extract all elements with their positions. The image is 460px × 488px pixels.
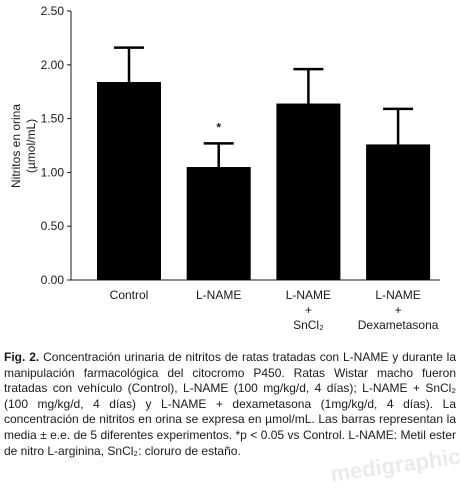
y-tick-label: 0.50 bbox=[41, 219, 65, 233]
y-tick-label: 1.00 bbox=[41, 165, 65, 179]
y-tick-label: 2.50 bbox=[41, 4, 65, 18]
x-category-label-line: L-NAME bbox=[286, 288, 331, 302]
x-category-label-line: L-NAME bbox=[375, 288, 420, 302]
x-category-label: L-NAME + Dexametasona bbox=[358, 288, 439, 332]
x-category-label-line: Dexametasona bbox=[358, 318, 439, 332]
x-category-label-line: Control bbox=[110, 288, 149, 302]
bar bbox=[186, 167, 251, 280]
x-category-label-line: SnCl₂ bbox=[293, 318, 324, 332]
x-category-label-line: L-NAME bbox=[196, 288, 241, 302]
x-category-label: L-NAME bbox=[196, 288, 241, 302]
y-axis-label-line: Nitritos en orina bbox=[9, 104, 23, 188]
x-category-label: L-NAME + SnCl₂ bbox=[286, 288, 331, 332]
x-category-label-line: + bbox=[395, 303, 402, 317]
figure-caption: Fig. 2. Concentración urinaria de nitrit… bbox=[4, 350, 456, 459]
caption-label: Fig. 2. bbox=[4, 350, 40, 364]
y-axis-label: Nitritos en orina(µmol/mL) bbox=[9, 104, 38, 188]
bar bbox=[276, 103, 341, 280]
x-category-label: Control bbox=[110, 288, 149, 302]
x-category-label-line: + bbox=[305, 303, 312, 317]
y-tick-label: 0.00 bbox=[41, 273, 65, 287]
bar bbox=[97, 82, 161, 281]
significance-marker: * bbox=[216, 120, 221, 134]
y-axis-label-line: (µmol/mL) bbox=[24, 119, 38, 173]
y-tick-label: 1.50 bbox=[41, 112, 65, 126]
y-tick-label: 2.00 bbox=[41, 58, 65, 72]
bar-chart: 0.00 0.50 1.00 1.50 2.00 2.50 Nitritos en orin… bbox=[9, 4, 440, 332]
bar bbox=[366, 144, 431, 280]
caption-text: Concentración urinaria de nitritos de ra… bbox=[4, 350, 456, 458]
